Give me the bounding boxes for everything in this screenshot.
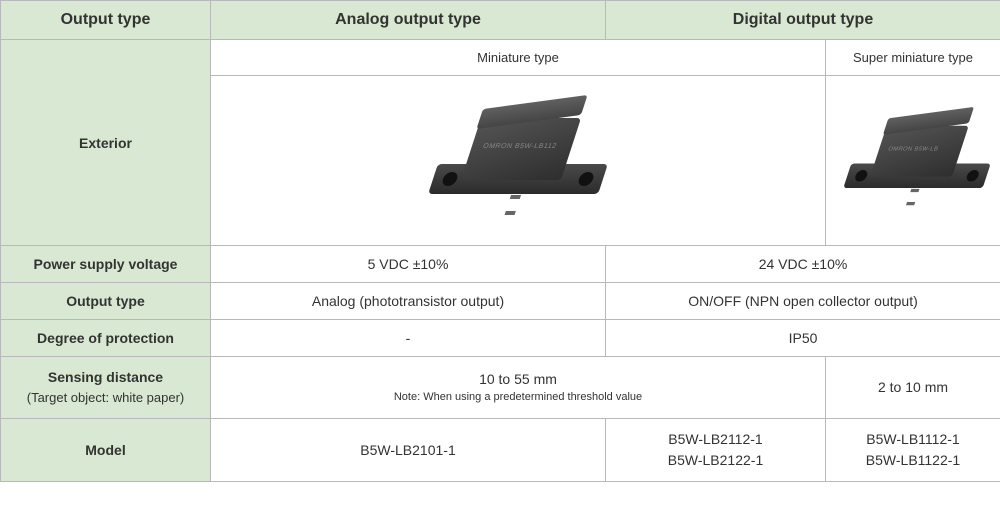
sensing-label-line2: (Target object: white paper) xyxy=(9,388,202,408)
row-label-protection: Degree of protection xyxy=(1,320,211,357)
exterior-miniature-image: OMRON B5W-LB112 xyxy=(211,76,826,246)
row-label-psv: Power supply voltage xyxy=(1,246,211,283)
row-label-exterior: Exterior xyxy=(1,40,211,246)
subheader-super-miniature: Super miniature type xyxy=(826,40,1000,76)
protection-analog: - xyxy=(211,320,606,357)
row-label-model: Model xyxy=(1,418,211,481)
model-super-miniature: B5W-LB1112-1 B5W-LB1122-1 xyxy=(826,418,1000,481)
header-row: Output type Analog output type Digital o… xyxy=(1,1,1000,40)
model-digital-miniature: B5W-LB2112-1 B5W-LB2122-1 xyxy=(606,418,826,481)
output-type-digital: ON/OFF (NPN open collector output) xyxy=(606,283,1000,320)
output-type-analog: Analog (phototransistor output) xyxy=(211,283,606,320)
row-label-output-type: Output type xyxy=(1,283,211,320)
model-digital-miniature-2: B5W-LB2122-1 xyxy=(668,452,763,468)
sensing-miniature: 10 to 55 mm Note: When using a predeterm… xyxy=(211,357,826,419)
model-digital-miniature-1: B5W-LB2112-1 xyxy=(668,431,762,447)
model-super-miniature-2: B5W-LB1122-1 xyxy=(866,452,960,468)
model-super-miniature-1: B5W-LB1112-1 xyxy=(866,431,959,447)
model-analog: B5W-LB2101-1 xyxy=(211,418,606,481)
psv-row: Power supply voltage 5 VDC ±10% 24 VDC ±… xyxy=(1,246,1000,283)
sensor-illustration-super-miniature: OMRON B5W-LB xyxy=(847,115,986,205)
header-analog: Analog output type xyxy=(211,1,606,40)
sensor-illustration-miniature: OMRON B5W-LB112 xyxy=(433,106,603,216)
protection-row: Degree of protection - IP50 xyxy=(1,320,1000,357)
protection-digital: IP50 xyxy=(606,320,1000,357)
sensing-super-miniature: 2 to 10 mm xyxy=(826,357,1000,419)
exterior-super-miniature-image: OMRON B5W-LB xyxy=(826,76,1000,246)
subheader-row: Exterior Miniature type Super miniature … xyxy=(1,40,1000,76)
spec-table: Output type Analog output type Digital o… xyxy=(0,0,1000,482)
subheader-miniature: Miniature type xyxy=(211,40,826,76)
row-label-sensing: Sensing distance (Target object: white p… xyxy=(1,357,211,419)
header-digital: Digital output type xyxy=(606,1,1000,40)
sensing-miniature-value: 10 to 55 mm xyxy=(479,371,557,387)
model-row: Model B5W-LB2101-1 B5W-LB2112-1 B5W-LB21… xyxy=(1,418,1000,481)
sensing-miniature-note: Note: When using a predetermined thresho… xyxy=(219,391,817,403)
sensing-label-line1: Sensing distance xyxy=(9,367,202,388)
output-type-row: Output type Analog (phototransistor outp… xyxy=(1,283,1000,320)
header-output-type: Output type xyxy=(1,1,211,40)
sensing-row: Sensing distance (Target object: white p… xyxy=(1,357,1000,419)
psv-analog: 5 VDC ±10% xyxy=(211,246,606,283)
psv-digital: 24 VDC ±10% xyxy=(606,246,1000,283)
